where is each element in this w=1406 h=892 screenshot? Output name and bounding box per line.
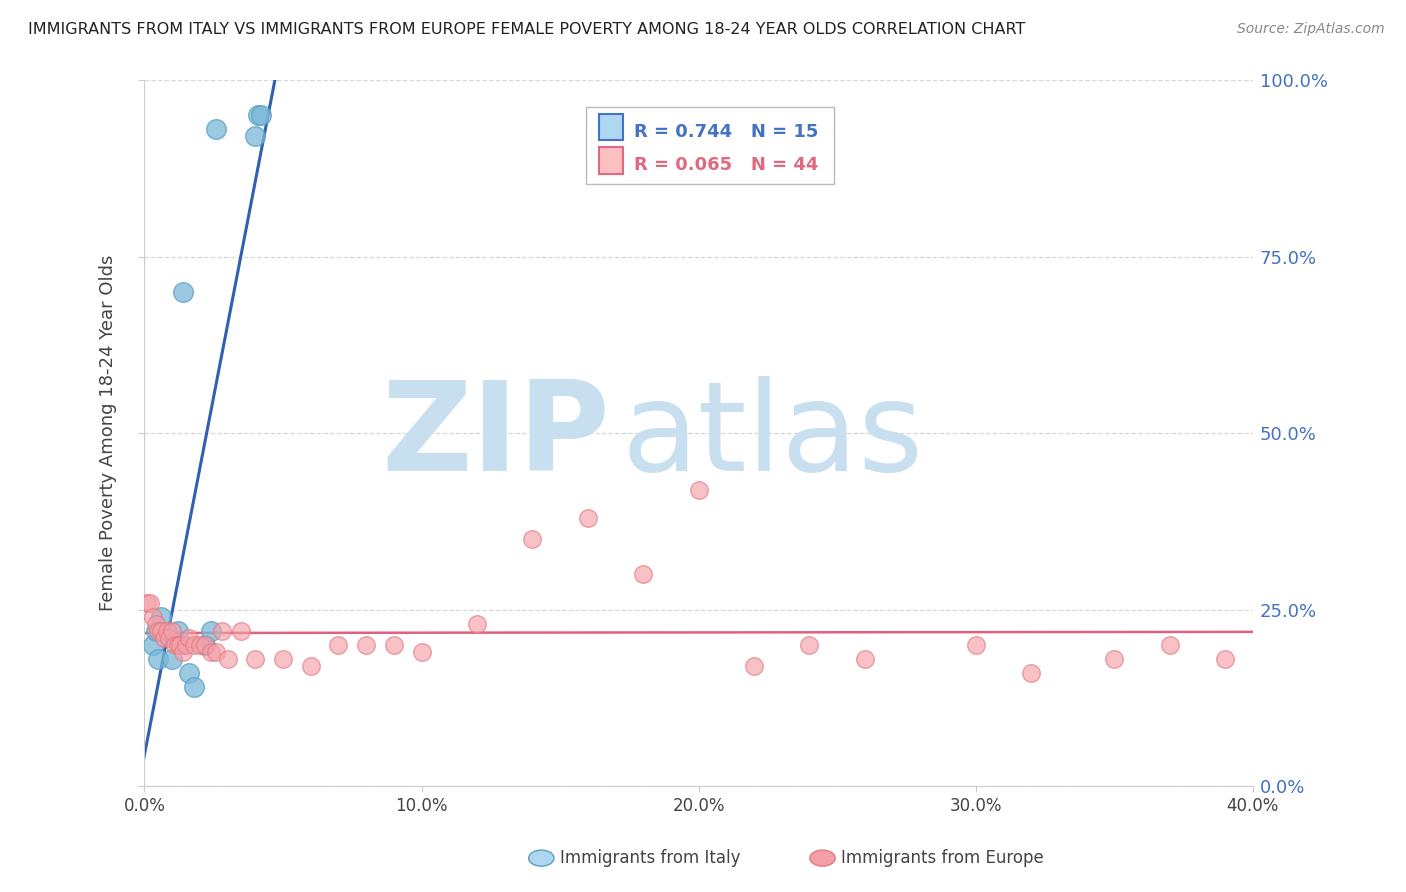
Point — [245, 652, 267, 666]
Point — [136, 595, 159, 609]
Point — [299, 659, 322, 673]
Point — [354, 638, 377, 652]
Point — [150, 609, 173, 624]
Point — [382, 638, 405, 652]
Point — [177, 631, 200, 645]
FancyBboxPatch shape — [599, 113, 623, 140]
Point — [174, 638, 197, 652]
Point — [688, 483, 710, 497]
Point — [155, 624, 177, 638]
Point — [250, 108, 273, 122]
Point — [148, 652, 170, 666]
Point — [205, 122, 228, 136]
Point — [145, 624, 167, 638]
Point — [145, 616, 167, 631]
Point — [177, 666, 200, 681]
Point — [169, 638, 191, 652]
Point — [194, 638, 217, 652]
Point — [1019, 666, 1042, 681]
Text: Immigrants from Italy: Immigrants from Italy — [560, 849, 740, 867]
Text: IMMIGRANTS FROM ITALY VS IMMIGRANTS FROM EUROPE FEMALE POVERTY AMONG 18-24 YEAR : IMMIGRANTS FROM ITALY VS IMMIGRANTS FROM… — [28, 22, 1025, 37]
Point — [631, 567, 654, 582]
Point — [183, 638, 205, 652]
Point — [965, 638, 987, 652]
Point — [742, 659, 765, 673]
Point — [142, 638, 165, 652]
Point — [166, 638, 188, 652]
Point — [172, 645, 194, 659]
Text: atlas: atlas — [621, 376, 924, 497]
Text: ZIP: ZIP — [381, 376, 610, 497]
Text: R = 0.744   N = 15: R = 0.744 N = 15 — [634, 122, 818, 141]
Point — [160, 652, 183, 666]
Point — [200, 624, 222, 638]
Point — [205, 645, 228, 659]
Point — [465, 616, 488, 631]
Point — [799, 638, 821, 652]
Point — [188, 638, 211, 652]
Point — [1102, 652, 1125, 666]
Point — [148, 624, 170, 638]
Point — [157, 631, 180, 645]
Point — [194, 638, 217, 652]
Point — [139, 595, 162, 609]
Point — [217, 652, 239, 666]
Point — [200, 645, 222, 659]
Point — [411, 645, 433, 659]
Point — [328, 638, 350, 652]
Y-axis label: Female Poverty Among 18-24 Year Olds: Female Poverty Among 18-24 Year Olds — [100, 255, 117, 611]
Point — [1159, 638, 1181, 652]
Point — [172, 285, 194, 299]
FancyBboxPatch shape — [599, 147, 623, 174]
Point — [853, 652, 876, 666]
Point — [247, 108, 270, 122]
Point — [245, 129, 267, 144]
Point — [231, 624, 253, 638]
Point — [153, 631, 176, 645]
Text: Source: ZipAtlas.com: Source: ZipAtlas.com — [1237, 22, 1385, 37]
Point — [160, 624, 183, 638]
Point — [150, 624, 173, 638]
Point — [271, 652, 294, 666]
FancyBboxPatch shape — [585, 107, 834, 184]
Text: Immigrants from Europe: Immigrants from Europe — [841, 849, 1043, 867]
Point — [522, 532, 544, 546]
Point — [183, 680, 205, 694]
Point — [142, 609, 165, 624]
Text: R = 0.065   N = 44: R = 0.065 N = 44 — [634, 156, 818, 175]
Point — [211, 624, 233, 638]
Point — [1213, 652, 1236, 666]
Point — [163, 638, 186, 652]
Point — [166, 624, 188, 638]
Point — [576, 510, 599, 524]
